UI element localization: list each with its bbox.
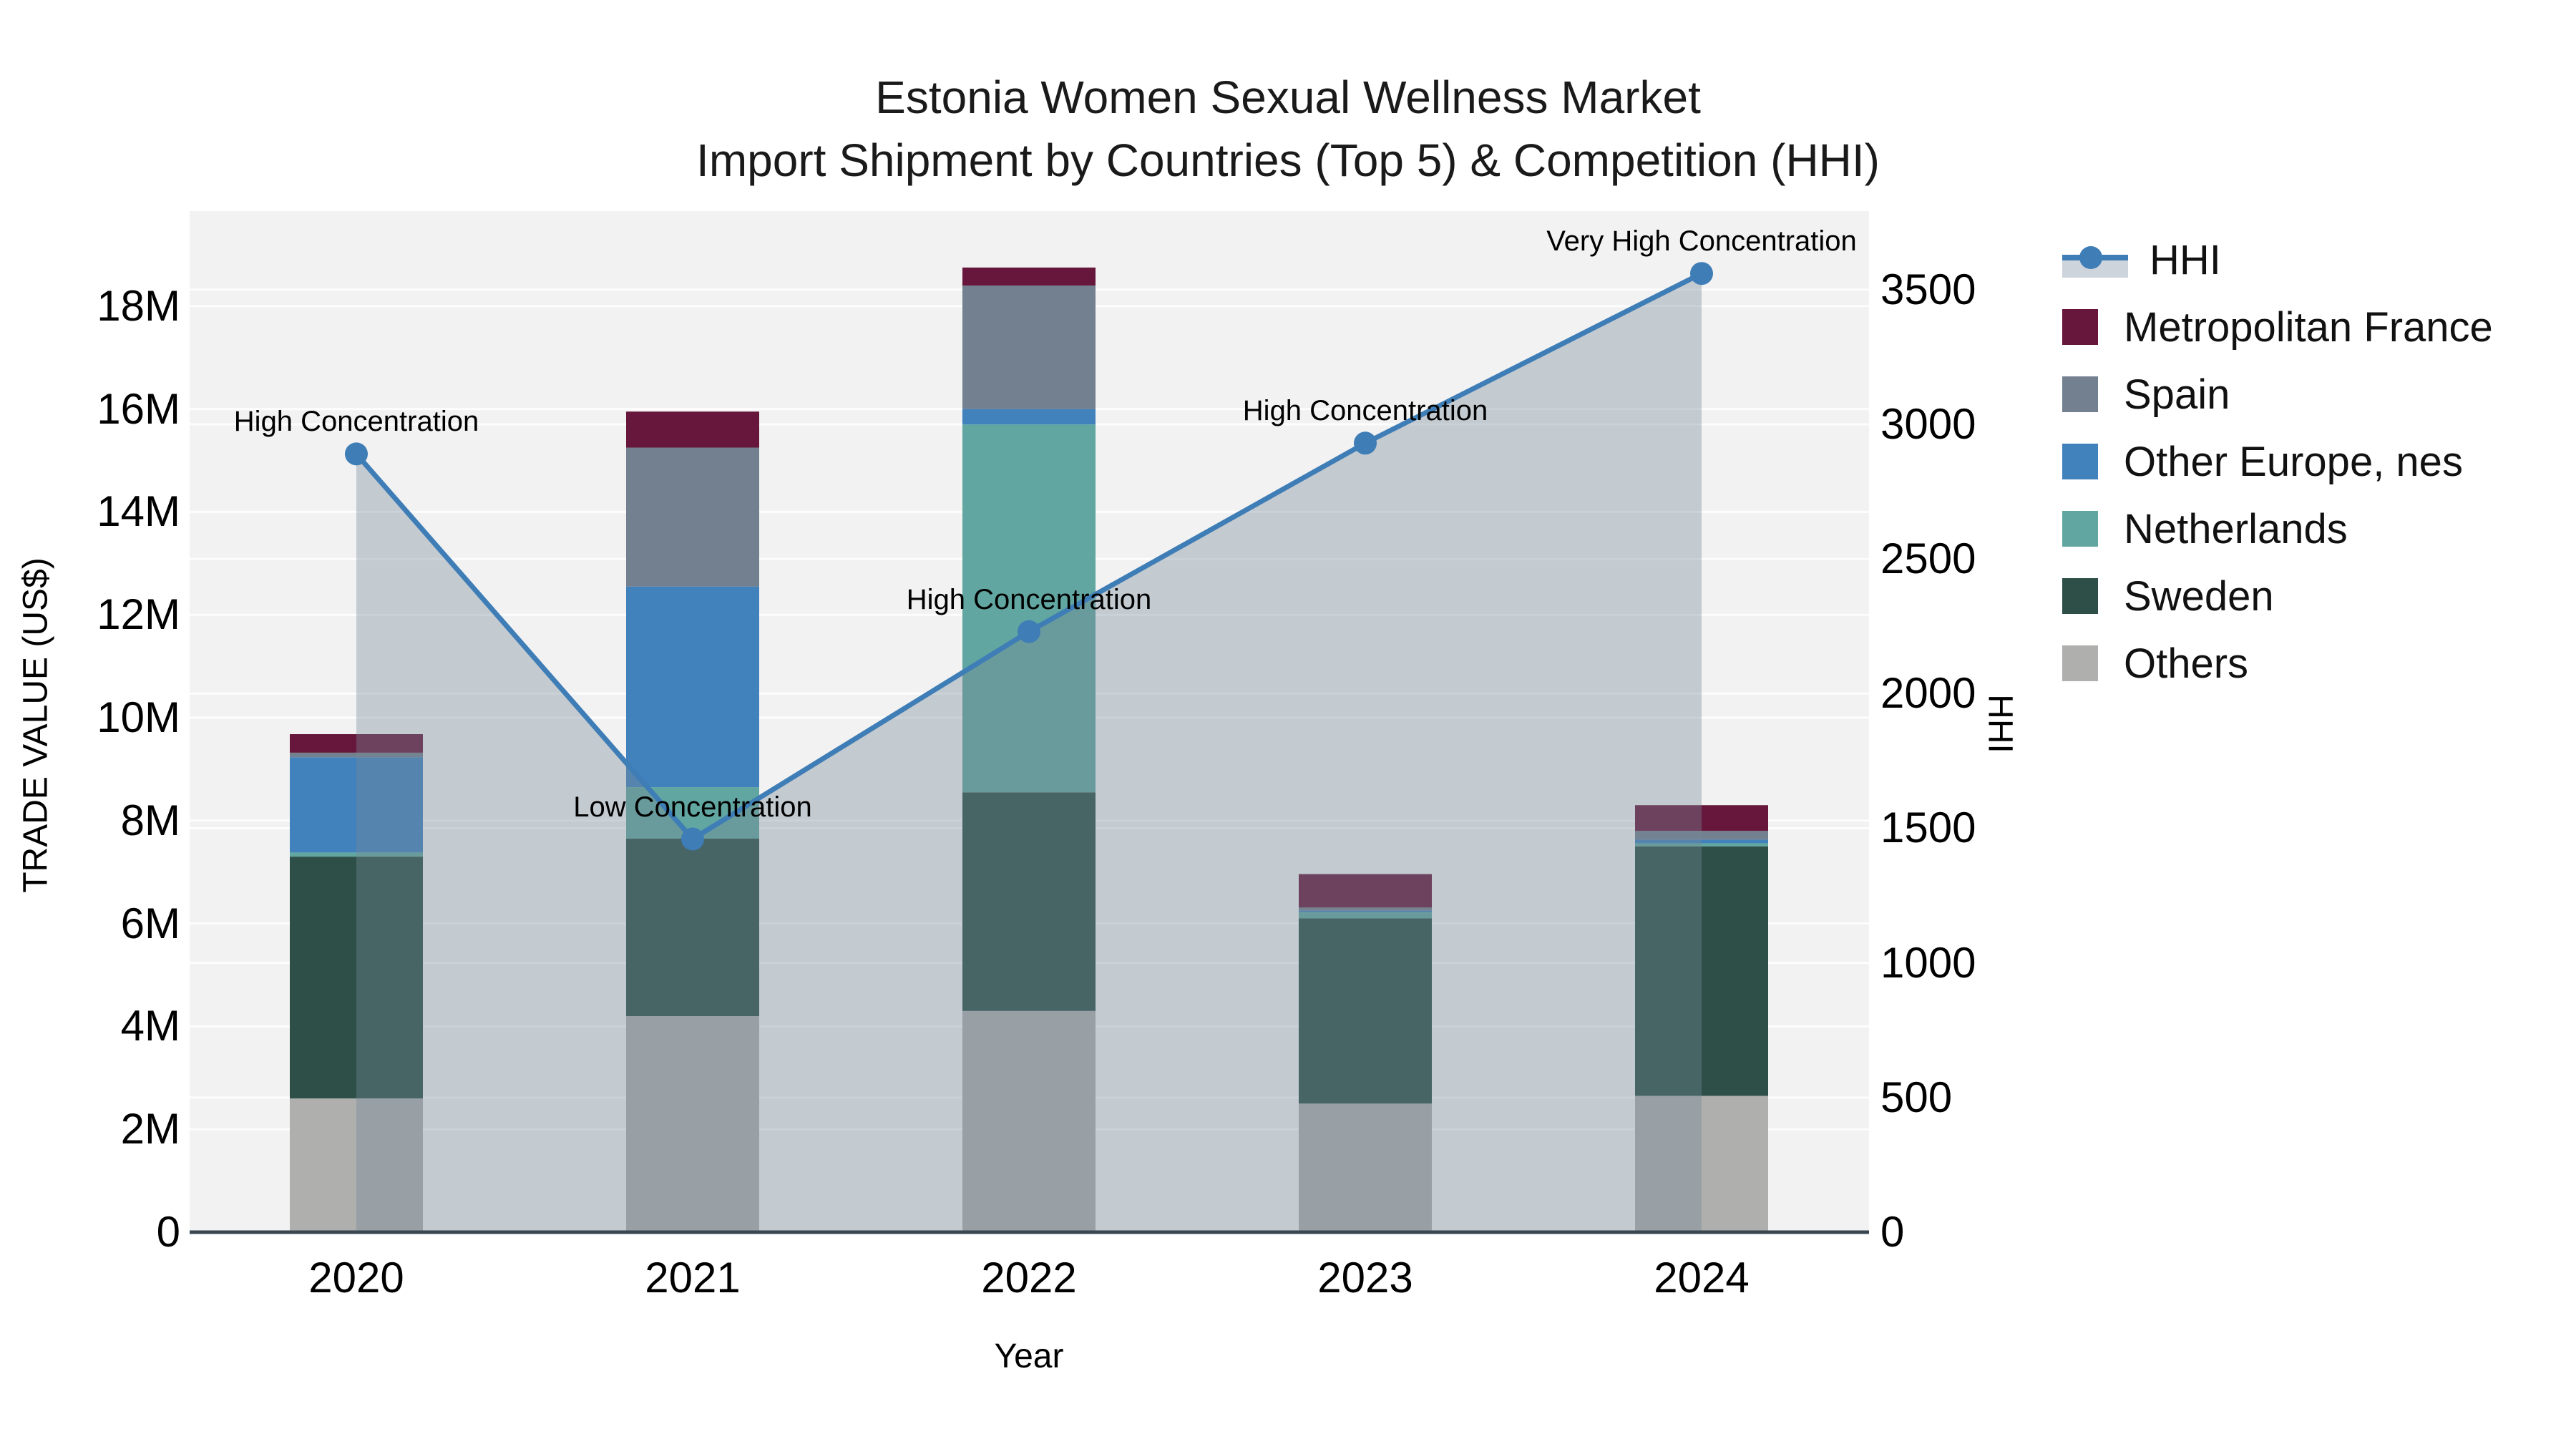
legend: HHI Metropolitan France Spain Other Europe,… [2062,226,2493,697]
bar-segment-2023-netherlands[interactable] [1299,912,1432,919]
hhi-marker-2020[interactable] [345,442,368,466]
bar-segment-2023-metropolitan-france[interactable] [1299,874,1432,908]
bar-segment-2020-metropolitan-france[interactable] [290,734,423,753]
bar-segment-2021-other-europe-nes[interactable] [626,586,759,788]
legend-item-others[interactable]: Others [2062,630,2493,697]
bar-segment-2024-netherlands[interactable] [1635,843,1768,847]
legend-item-metropolitan-france[interactable]: Metropolitan France [2062,293,2493,361]
bar-segment-2022-metropolitan-france[interactable] [962,267,1096,286]
legend-swatch-spain [2062,376,2098,412]
bar-segment-2020-spain[interactable] [290,752,423,758]
bar-segment-2021-others[interactable] [626,1016,759,1232]
x-axis-title: Year [994,1337,1064,1375]
y-right-tick-2000: 2000 [1880,669,1976,718]
legend-label: Netherlands [2124,505,2348,552]
hhi-marker-2023[interactable] [1354,431,1377,455]
legend-hhi-line-icon [2062,240,2128,279]
legend-item-other-europe-nes[interactable]: Other Europe, nes [2062,428,2493,495]
y-left-tick-16M: 16M [97,384,180,433]
y-left-tick-8M: 8M [120,796,180,844]
annotation-2021: Low Concentration [573,791,812,823]
y-left-tick-6M: 6M [120,899,180,947]
annotation-2023: High Concentration [1242,395,1488,427]
legend-item-sweden[interactable]: Sweden [2062,562,2493,630]
y-left-tick-0: 0 [156,1208,180,1256]
legend-swatch-sweden [2062,578,2098,614]
y-right-tick-1500: 1500 [1880,804,1976,852]
y-right-tick-3500: 3500 [1880,265,1976,313]
legend-swatch-other-europe-nes [2062,444,2098,479]
legend-swatch-netherlands [2062,511,2098,547]
bar-segment-2023-other-europe-nes[interactable] [1299,910,1432,912]
hhi-marker-2021[interactable] [681,827,704,851]
legend-label: Spain [2124,371,2230,418]
annotation-2020: High Concentration [233,406,479,438]
annotation-2024: Very High Concentration [1546,225,1857,258]
y-left-tick-18M: 18M [97,281,180,330]
bar-segment-2023-others[interactable] [1299,1103,1432,1232]
bar-segment-2020-netherlands[interactable] [290,852,423,857]
legend-item-spain[interactable]: Spain [2062,361,2493,428]
y-left-tick-4M: 4M [120,1002,180,1050]
chart-title-line2: Import Shipment by Countries (Top 5) & C… [696,135,1880,186]
y-right-tick-2500: 2500 [1880,535,1976,583]
bar-segment-2022-spain[interactable] [962,286,1096,409]
bar-segment-2022-other-europe-nes[interactable] [962,409,1096,425]
bar-segment-2023-spain[interactable] [1299,907,1432,911]
legend-swatch-others [2062,645,2098,681]
bar-segment-2024-sweden[interactable] [1635,846,1768,1096]
bar-segment-2024-spain[interactable] [1635,831,1768,840]
x-tick-2020: 2020 [308,1254,404,1302]
y-axis-left-title: TRADE VALUE (US$) [16,557,55,893]
bar-segment-2024-metropolitan-france[interactable] [1635,805,1768,831]
chart-title-line1: Estonia Women Sexual Wellness Market [875,72,1701,123]
y-left-tick-14M: 14M [97,487,180,536]
bar-segment-2020-others[interactable] [290,1098,423,1232]
bar-segment-2020-sweden[interactable] [290,857,423,1099]
bar-segment-2020-other-europe-nes[interactable] [290,757,423,853]
bar-segment-2022-sweden[interactable] [962,792,1096,1011]
legend-label: Others [2124,640,2249,687]
y-right-tick-0: 0 [1880,1208,1905,1256]
y-left-tick-12M: 12M [97,590,180,639]
annotation-2022: High Concentration [906,583,1152,615]
legend-item-netherlands[interactable]: Netherlands [2062,495,2493,562]
y-axis-right-title: HHI [1981,694,2019,753]
y-right-tick-1000: 1000 [1880,938,1976,987]
x-tick-2024: 2024 [1654,1254,1750,1302]
bar-segment-2022-others[interactable] [962,1010,1096,1232]
y-right-tick-500: 500 [1880,1073,1953,1121]
chart-title: Estonia Women Sexual Wellness Market Impo… [0,66,2576,192]
legend-label: Sweden [2124,572,2274,620]
x-tick-2022: 2022 [981,1254,1077,1302]
hhi-area-fill [356,273,1702,1233]
legend-item-hhi[interactable]: HHI [2062,226,2493,293]
bar-segment-2021-sweden[interactable] [626,838,759,1017]
y-left-tick-10M: 10M [97,693,180,741]
legend-hhi-marker-sample [2079,246,2102,269]
hhi-marker-2024[interactable] [1690,262,1713,286]
legend-swatch-metropolitan-france [2062,309,2098,345]
y-right-tick-3000: 3000 [1880,399,1976,448]
x-tick-2021: 2021 [645,1254,741,1302]
legend-label: Other Europe, nes [2124,438,2463,485]
x-tick-2023: 2023 [1317,1254,1413,1302]
bar-segment-2023-sweden[interactable] [1299,918,1432,1104]
legend-label: HHI [2150,236,2221,283]
bar-segment-2024-other-europe-nes[interactable] [1635,839,1768,844]
y-left-tick-2M: 2M [120,1105,180,1153]
bar-segment-2021-metropolitan-france[interactable] [626,411,759,448]
legend-label: Metropolitan France [2124,303,2493,351]
hhi-marker-2022[interactable] [1018,620,1040,643]
bar-segment-2021-spain[interactable] [626,447,759,587]
bar-segment-2024-others[interactable] [1635,1096,1768,1232]
